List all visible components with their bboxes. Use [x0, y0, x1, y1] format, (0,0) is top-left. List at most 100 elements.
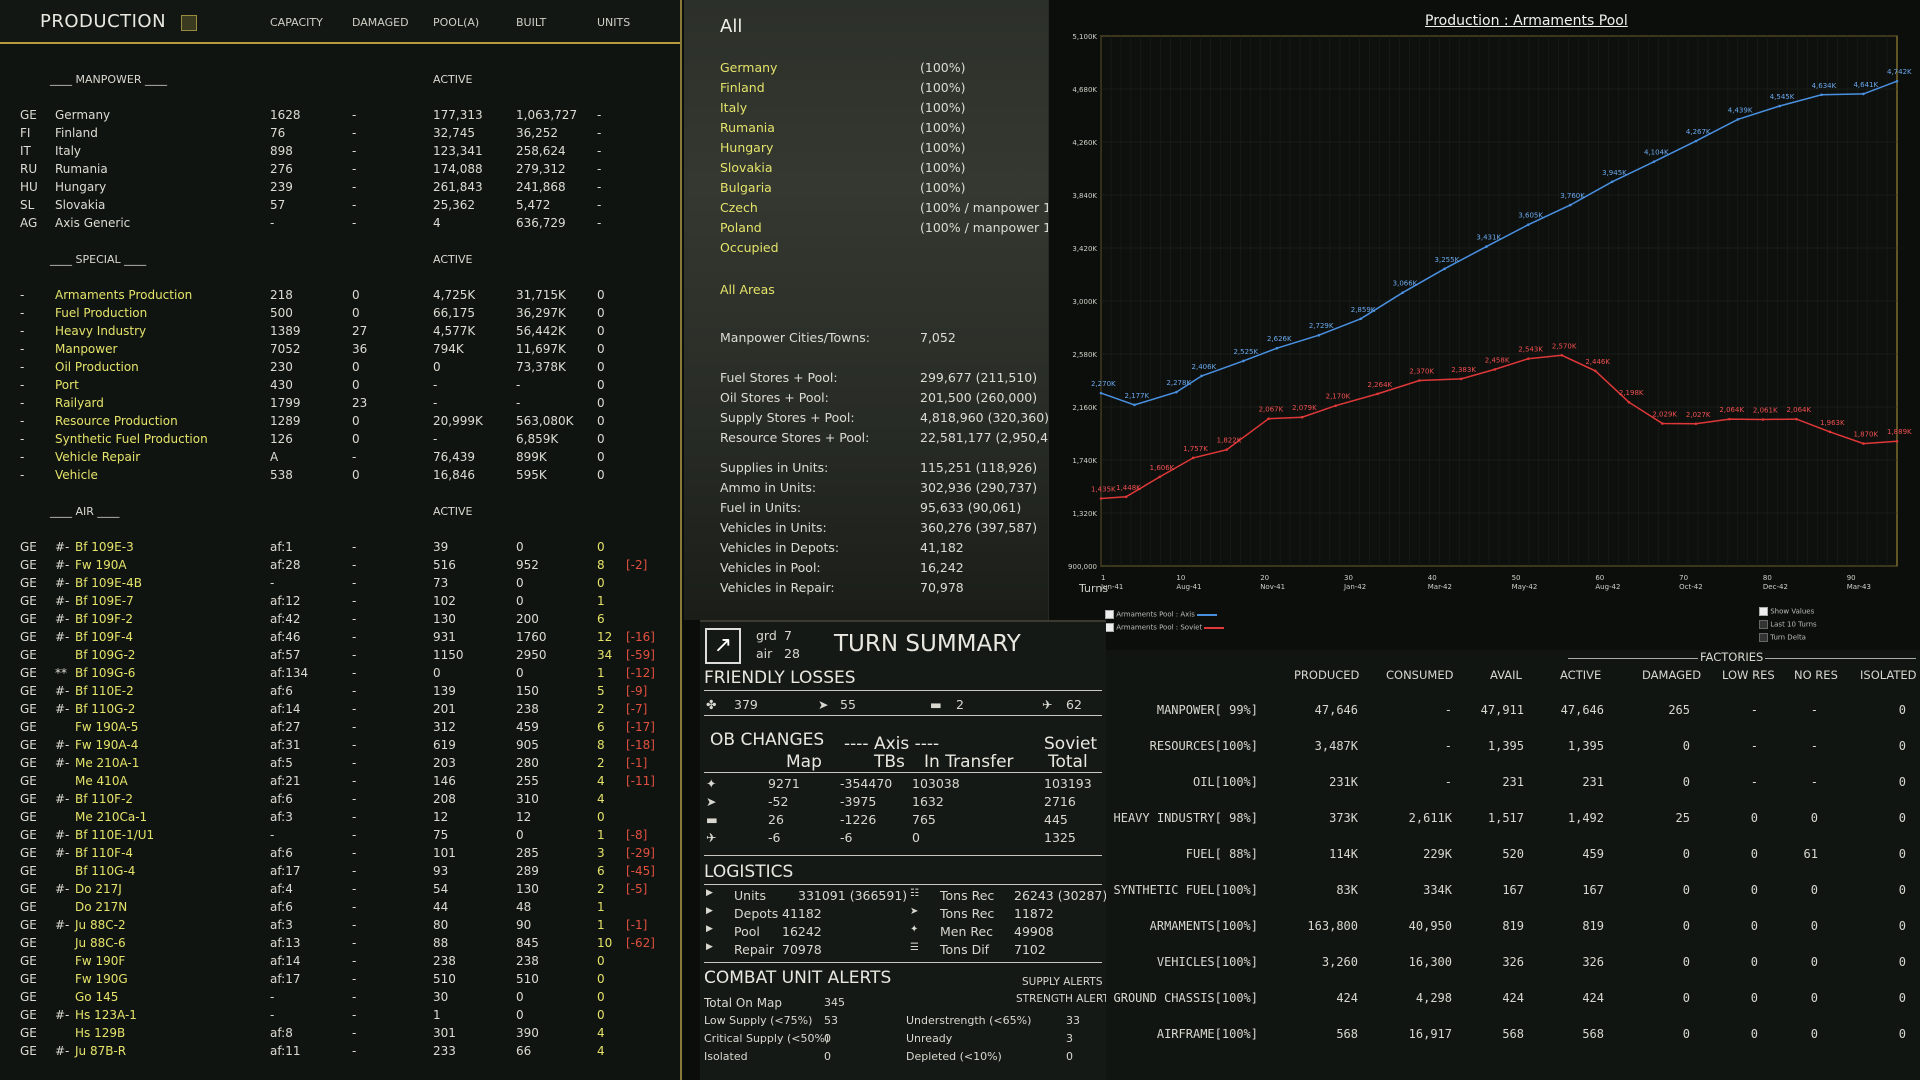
production-row[interactable]: - Fuel Production 500 0 66,175 36,297K 0	[0, 306, 680, 324]
air-row[interactable]: GE #- Bf 110F-2 af:6 - 208 310 4	[0, 792, 680, 810]
air-row[interactable]: GE #- Bf 110F-4 af:6 - 101 285 3 [-29]	[0, 846, 680, 864]
nation-name[interactable]: Italy	[720, 100, 748, 115]
col-units[interactable]: UNITS	[597, 16, 631, 29]
row-code: -	[20, 396, 25, 410]
air-row[interactable]: GE Bf 110G-4 af:17 - 93 289 6 [-45]	[0, 864, 680, 882]
air-row[interactable]: GE #- Bf 109E-7 af:12 - 102 0 1	[0, 594, 680, 612]
production-row[interactable]: - Heavy Industry 1389 27 4,577K 56,442K 0	[0, 324, 680, 342]
production-row[interactable]: - Resource Production 1289 0 20,999K 563,080K…	[0, 414, 680, 432]
row-af: af:14	[270, 954, 301, 968]
air-row[interactable]: GE #- Bf 109E-4B - - 73 0 0	[0, 576, 680, 594]
factories-col-header[interactable]: ACTIVE	[1560, 668, 1602, 682]
option-turn-delta[interactable]: Turn Delta	[1759, 633, 1817, 646]
production-row[interactable]: AG Axis Generic - - 4 636,729 -	[0, 216, 680, 234]
nation-name[interactable]: Czech	[720, 200, 758, 215]
air-row[interactable]: GE ** Bf 109G-6 af:134 - 0 0 1 [-12]	[0, 666, 680, 684]
col-capacity[interactable]: CAPACITY	[270, 16, 323, 29]
legend-axis[interactable]: Armaments Pool : Axis	[1105, 610, 1224, 623]
show-values-checkbox[interactable]	[1759, 607, 1768, 616]
factories-col-header[interactable]: NO RES	[1794, 668, 1838, 682]
air-row[interactable]: GE Hs 129B af:8 - 301 390 4	[0, 1026, 680, 1044]
air-row[interactable]: GE #- Bf 110G-2 af:14 - 201 238 2 [-7]	[0, 702, 680, 720]
air-row[interactable]: GE Bf 109G-2 af:57 - 1150 2950 34 [-59]	[0, 648, 680, 666]
legend-soviet[interactable]: Armaments Pool : Soviet	[1105, 623, 1225, 636]
air-row[interactable]: GE #- Hs 123A-1 - - 1 0 0	[0, 1008, 680, 1026]
air-row[interactable]: GE #- Fw 190A-4 af:31 - 619 905 8 [-18]	[0, 738, 680, 756]
air-row[interactable]: GE #- Ju 88C-2 af:3 - 80 90 1 [-1]	[0, 918, 680, 936]
production-row[interactable]: FI Finland 76 - 32,745 36,252 -	[0, 126, 680, 144]
factory-row[interactable]: VEHICLES[100%] 3,260 16,300 326 326 0 0 0 0	[1106, 955, 1920, 973]
option-last-10[interactable]: Last 10 Turns	[1759, 620, 1817, 633]
factory-row[interactable]: ARMAMENTS[100%] 163,800 40,950 819 819 0 0 0 0	[1106, 919, 1920, 937]
nation-name[interactable]: Slovakia	[720, 160, 773, 175]
factory-row[interactable]: GROUND CHASSIS[100%] 424 4,298 424 424 0 0 0 0	[1106, 991, 1920, 1009]
nation-name[interactable]: Germany	[720, 60, 778, 75]
air-row[interactable]: GE #- Bf 109F-4 af:46 - 931 1760 12 [-16]	[0, 630, 680, 648]
factories-col-header[interactable]: LOW RES	[1722, 668, 1775, 682]
factories-col-header[interactable]: DAMAGED	[1642, 668, 1702, 682]
production-row[interactable]: - Manpower 7052 36 794K 11,697K 0	[0, 342, 680, 360]
nation-name[interactable]: Bulgaria	[720, 180, 772, 195]
production-row[interactable]: - Port 430 0 - - 0	[0, 378, 680, 396]
nation-name[interactable]: Finland	[720, 80, 765, 95]
nation-name[interactable]: Poland	[720, 220, 762, 235]
row-damaged: -	[352, 1026, 357, 1040]
all-areas-link[interactable]: All Areas	[720, 282, 775, 297]
air-row[interactable]: GE Fw 190G af:17 - 510 510 0	[0, 972, 680, 990]
production-row[interactable]: - Railyard 1799 23 - - 0	[0, 396, 680, 414]
option-show-values[interactable]: Show Values	[1759, 607, 1817, 620]
air-row[interactable]: GE #- Bf 109F-2 af:42 - 130 200 6	[0, 612, 680, 630]
air-row[interactable]: GE #- Ju 87B-R af:11 - 233 66 4	[0, 1044, 680, 1062]
factories-col-header[interactable]: ISOLATED	[1860, 668, 1917, 682]
col-pool[interactable]: POOL(A)	[433, 16, 480, 29]
production-row[interactable]: - Vehicle 538 0 16,846 595K 0	[0, 468, 680, 486]
air-row[interactable]: GE Fw 190A-5 af:27 - 312 459 6 [-17]	[0, 720, 680, 738]
factory-row[interactable]: FUEL[ 88%] 114K 229K 520 459 0 0 61 0	[1106, 847, 1920, 865]
factory-row[interactable]: HEAVY INDUSTRY[ 98%] 373K 2,611K 1,517 1,492…	[1106, 811, 1920, 829]
production-row[interactable]: - Armaments Production 218 0 4,725K 31,715K 0	[0, 288, 680, 306]
turn-delta-checkbox[interactable]	[1759, 633, 1768, 642]
air-row[interactable]: GE #- Bf 109E-3 af:1 - 39 0 0	[0, 540, 680, 558]
air-row[interactable]: GE #- Me 210A-1 af:5 - 203 280 2 [-1]	[0, 756, 680, 774]
production-row[interactable]: SL Slovakia 57 - 25,362 5,472 -	[0, 198, 680, 216]
production-row[interactable]: - Oil Production 230 0 0 73,378K 0	[0, 360, 680, 378]
factory-row[interactable]: SYNTHETIC FUEL[100%] 83K 334K 167 167 0 0 0 0	[1106, 883, 1920, 901]
air-row[interactable]: GE Do 217N af:6 - 44 48 1	[0, 900, 680, 918]
air-row[interactable]: GE #- Fw 190A af:28 - 516 952 8 [-2]	[0, 558, 680, 576]
air-row[interactable]: GE Ju 88C-6 af:13 - 88 845 10 [-62]	[0, 936, 680, 954]
strength-alerts-link[interactable]: STRENGTH ALERT	[1016, 993, 1109, 1005]
nation-name[interactable]: Occupied	[720, 240, 779, 255]
production-row[interactable]: GE Germany 1628 - 177,313 1,063,727 -	[0, 108, 680, 126]
factory-row[interactable]: AIRFRAME[100%] 568 16,917 568 568 0 0 0 0	[1106, 1027, 1920, 1045]
air-row[interactable]: GE #- Bf 110E-2 af:6 - 139 150 5 [-9]	[0, 684, 680, 702]
factories-col-header[interactable]: CONSUMED	[1386, 668, 1454, 682]
production-row[interactable]: - Vehicle Repair A - 76,439 899K 0	[0, 450, 680, 468]
air-row[interactable]: GE Fw 190F af:14 - 238 238 0	[0, 954, 680, 972]
factories-col-header[interactable]: PRODUCED	[1294, 668, 1360, 682]
air-row[interactable]: GE Me 210Ca-1 af:3 - 12 12 0	[0, 810, 680, 828]
air-row[interactable]: GE Me 410A af:21 - 146 255 4 [-11]	[0, 774, 680, 792]
col-damaged[interactable]: DAMAGED	[352, 16, 409, 29]
expand-arrows-icon[interactable]: ↗	[705, 628, 741, 664]
air-row[interactable]: GE #- Bf 110E-1/U1 - - 75 0 1 [-8]	[0, 828, 680, 846]
legend-soviet-checkbox[interactable]	[1105, 623, 1114, 632]
legend-axis-checkbox[interactable]	[1105, 610, 1114, 619]
air-row[interactable]: GE Go 145 - - 30 0 0	[0, 990, 680, 1008]
factories-panel: FACTORIES PRODUCED CONSUMED AVAIL ACTIVE DAM…	[1106, 650, 1920, 1080]
last-10-checkbox[interactable]	[1759, 620, 1768, 629]
production-row[interactable]: IT Italy 898 - 123,341 258,624 -	[0, 144, 680, 162]
col-built[interactable]: BUILT	[516, 16, 547, 29]
factory-row[interactable]: MANPOWER[ 99%] 47,646 - 47,911 47,646 265 - - 0	[1106, 703, 1920, 721]
nation-name[interactable]: Rumania	[720, 120, 775, 135]
x-tick-date: Jan-42	[1343, 583, 1366, 591]
factory-row[interactable]: RESOURCES[100%] 3,487K - 1,395 1,395 0 - - 0	[1106, 739, 1920, 757]
production-toggle-icon[interactable]	[181, 15, 197, 31]
factory-row[interactable]: OIL[100%] 231K - 231 231 0 - - 0	[1106, 775, 1920, 793]
factories-col-header[interactable]: AVAIL	[1490, 668, 1522, 682]
nation-name[interactable]: Hungary	[720, 140, 774, 155]
production-row[interactable]: - Synthetic Fuel Production 126 0 - 6,859K 0	[0, 432, 680, 450]
production-row[interactable]: RU Rumania 276 - 174,088 279,312 -	[0, 162, 680, 180]
supply-alerts-link[interactable]: SUPPLY ALERTS	[1022, 976, 1103, 988]
air-row[interactable]: GE #- Do 217J af:4 - 54 130 2 [-5]	[0, 882, 680, 900]
production-row[interactable]: HU Hungary 239 - 261,843 241,868 -	[0, 180, 680, 198]
